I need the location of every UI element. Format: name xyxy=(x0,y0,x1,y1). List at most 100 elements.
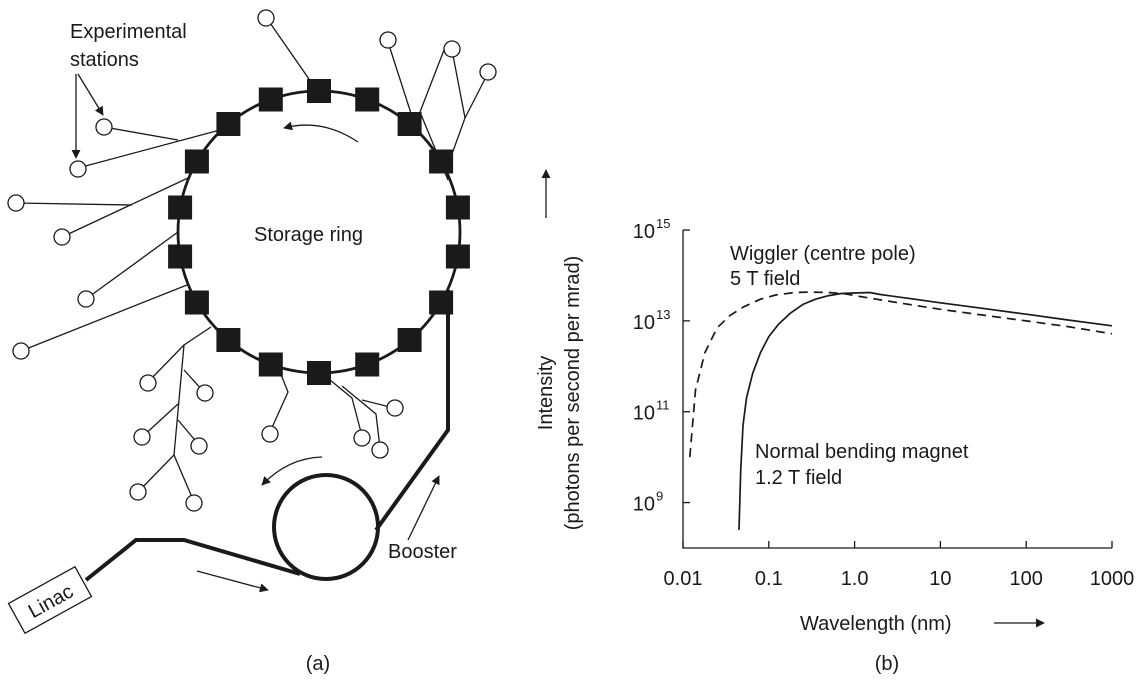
bending-magnet xyxy=(184,290,209,315)
station xyxy=(7,194,25,212)
stations-label: Experimental xyxy=(70,21,187,43)
y-tick-label: 10 xyxy=(633,221,655,243)
station xyxy=(386,399,404,417)
beamline xyxy=(15,202,133,206)
station xyxy=(443,40,461,58)
y-tick-label: 10 xyxy=(633,494,655,516)
station xyxy=(77,290,95,308)
bending-magnet xyxy=(216,328,241,352)
booster-direction-arrow xyxy=(261,456,323,486)
y-tick-exponent: 15 xyxy=(656,216,670,231)
station xyxy=(353,429,371,447)
bending-magnet xyxy=(258,87,283,112)
station xyxy=(133,428,151,446)
bending-magnet xyxy=(307,361,331,385)
bending-magnet xyxy=(168,244,193,269)
bending-magnet xyxy=(184,149,209,174)
x-tick-label: 100 xyxy=(1010,568,1043,590)
beamline xyxy=(20,284,188,352)
beamline xyxy=(447,49,466,166)
wiggler-curve xyxy=(688,291,1113,458)
beamline xyxy=(61,177,189,238)
station xyxy=(129,483,147,501)
y-axis-label: Intensity (photons per second per mrad) xyxy=(535,256,584,531)
x-tick-label: 0.01 xyxy=(664,568,703,590)
bending-magnet xyxy=(397,112,422,136)
stations-pointer-arrow xyxy=(77,73,104,116)
wiggler-label: Wiggler (centre pole) xyxy=(730,243,916,265)
y-tick-exponent: 13 xyxy=(656,307,670,322)
booster-to-ring-line xyxy=(374,290,450,532)
bending-magnet xyxy=(445,244,470,269)
station xyxy=(190,437,208,455)
beamline xyxy=(103,126,179,141)
bending-magnet xyxy=(355,352,380,377)
chart-series xyxy=(688,291,1113,530)
station xyxy=(379,31,397,49)
bending-magnet xyxy=(429,149,454,174)
ring-direction-arrow xyxy=(283,121,359,143)
stations-label: stations xyxy=(70,49,139,71)
y-tick-label: 10 xyxy=(633,403,655,425)
beamline xyxy=(464,72,489,119)
synchrotron-schematic: Linac Experimental stations Storage ring… xyxy=(7,9,497,675)
bending-magnet xyxy=(216,112,241,136)
station xyxy=(257,9,275,27)
y-axis-label-line: (photons per second per mrad) xyxy=(562,256,584,531)
station xyxy=(371,441,389,459)
x-axis-label: Wavelength (nm) xyxy=(800,613,952,635)
linac-rectangle xyxy=(7,565,93,635)
station xyxy=(12,342,30,360)
y-axis-label-line: Intensity xyxy=(535,356,557,430)
beamline xyxy=(341,385,381,449)
experimental-stations xyxy=(7,9,497,512)
beamline xyxy=(137,326,212,493)
x-tick-label: 1.0 xyxy=(841,568,869,590)
station xyxy=(185,494,203,512)
x-tick-label: 10 xyxy=(929,568,951,590)
station xyxy=(139,374,157,392)
linac-beam-line xyxy=(84,538,301,582)
beamline xyxy=(147,344,185,383)
bending-magnet-curve xyxy=(738,291,1113,530)
bending-magnet xyxy=(168,195,193,220)
storage-ring-label: Storage ring xyxy=(254,224,363,246)
x-tick-label: 1000 xyxy=(1090,568,1135,590)
booster-label: Booster xyxy=(388,541,457,563)
station xyxy=(53,228,71,246)
bending-magnet xyxy=(397,328,422,352)
beamline xyxy=(269,371,289,433)
station xyxy=(261,425,279,443)
beamlines xyxy=(15,19,489,503)
bending-magnet xyxy=(445,195,470,220)
station xyxy=(95,118,113,136)
beamline xyxy=(329,379,363,437)
bending-magnet xyxy=(355,87,380,112)
beamline xyxy=(77,129,221,169)
y-tick-label: 10 xyxy=(633,312,655,334)
booster-ring xyxy=(272,473,380,581)
beamline xyxy=(173,454,195,503)
x-axis-ticks: 0.01 0.1 1.0 10 100 1000 xyxy=(664,541,1135,590)
station xyxy=(196,384,214,402)
booster-pointer-arrow xyxy=(407,475,440,541)
bending-magnets xyxy=(168,79,470,385)
wiggler-label: 5 T field xyxy=(730,268,800,290)
beamline xyxy=(85,231,179,300)
y-tick-exponent: 9 xyxy=(656,489,663,504)
caption-b: (b) xyxy=(875,653,899,675)
bending-magnet xyxy=(258,352,283,377)
linac-box: Linac xyxy=(7,565,93,635)
linac-direction-arrow xyxy=(196,570,269,593)
bending-magnet-label: Normal bending magnet xyxy=(755,441,969,463)
bending-magnet xyxy=(307,79,331,103)
y-tick-exponent: 11 xyxy=(656,398,670,413)
caption-a: (a) xyxy=(306,653,330,675)
station xyxy=(69,160,87,178)
x-tick-label: 0.1 xyxy=(755,568,783,590)
station xyxy=(479,63,497,81)
bending-magnet-label: 1.2 T field xyxy=(755,467,842,489)
